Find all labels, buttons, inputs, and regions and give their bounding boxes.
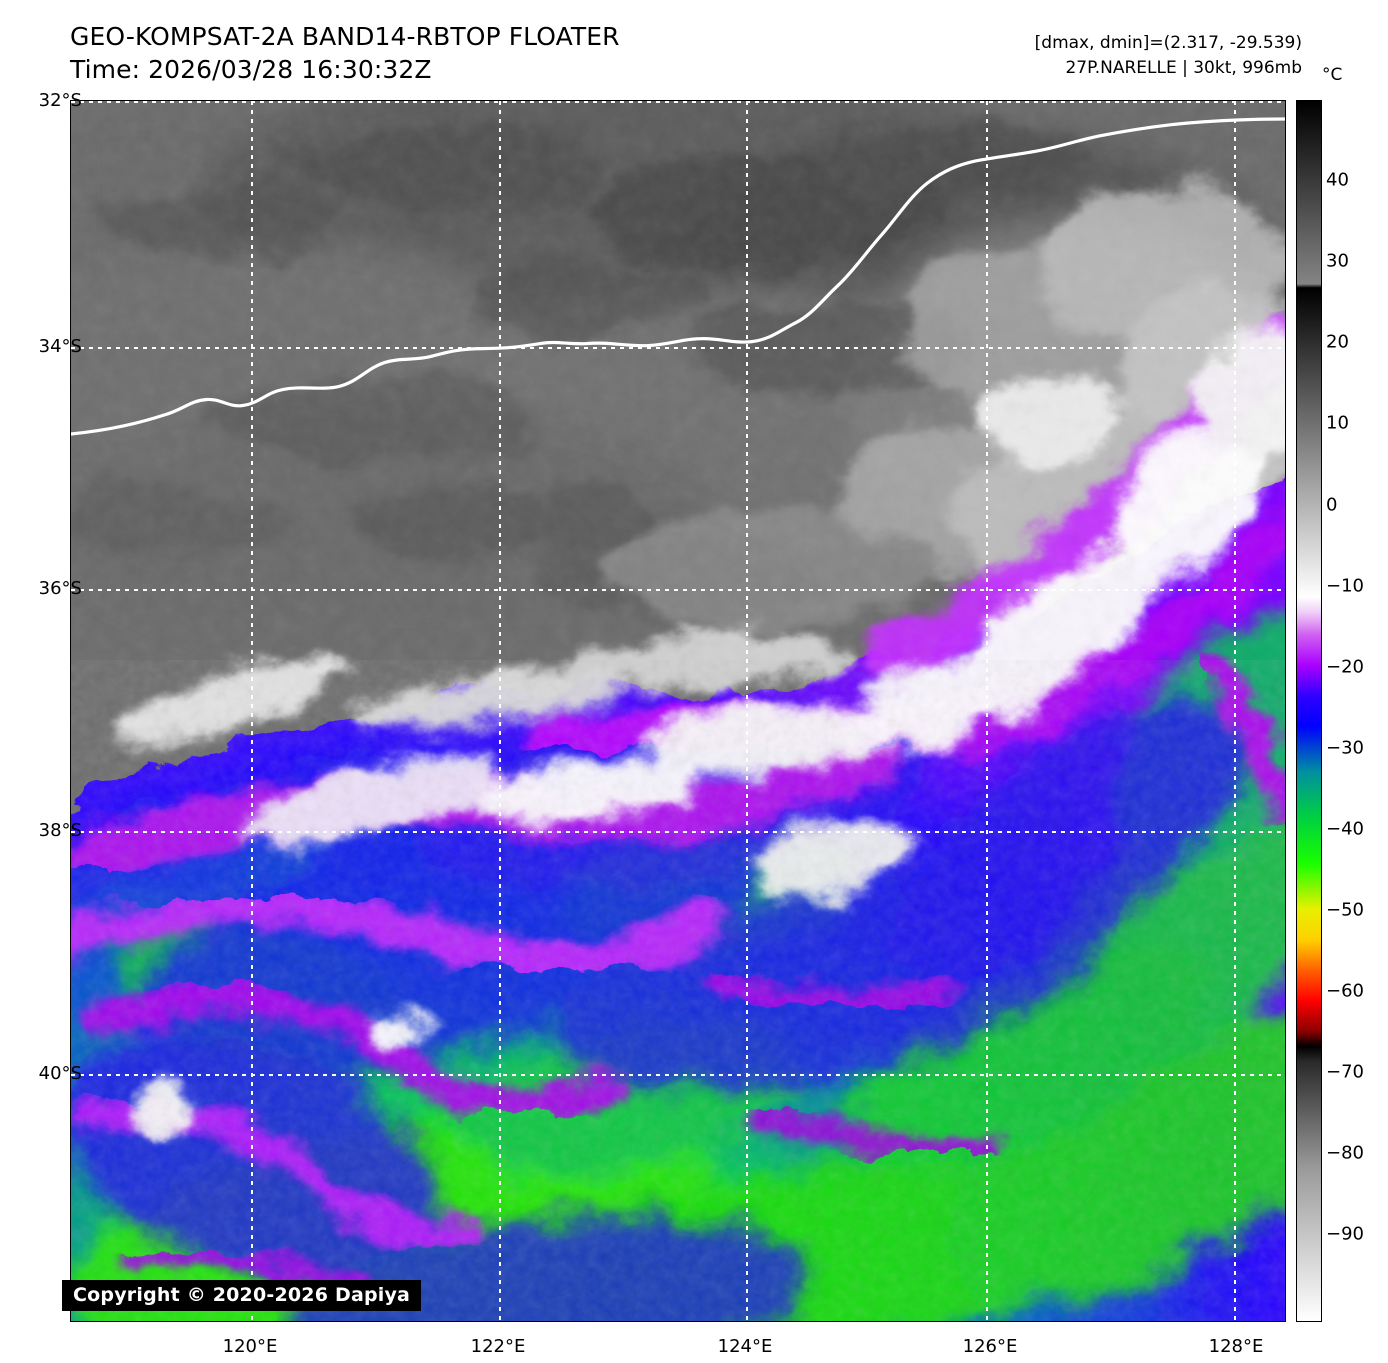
satellite-image-plot[interactable]	[70, 100, 1286, 1322]
product-title: GEO-KOMPSAT-2A BAND14-RBTOP FLOATER	[70, 22, 620, 51]
colorbar-tick: 0	[1326, 494, 1338, 516]
colorbar-tick: −50	[1326, 899, 1364, 921]
x-tick-label: 120°E	[222, 1336, 278, 1357]
colorbar-tick: −70	[1326, 1061, 1364, 1083]
temperature-colorbar[interactable]	[1296, 100, 1322, 1322]
infrared-imagery-layer	[71, 101, 1285, 1321]
colorbar-tick: −20	[1326, 656, 1364, 678]
colorbar-tick: −60	[1326, 980, 1364, 1002]
colorbar-tick: −90	[1326, 1223, 1364, 1245]
colorbar-tick: 20	[1326, 331, 1349, 353]
timestamp-label: Time: 2026/03/28 16:30:32Z	[70, 55, 432, 84]
colorbar-unit-label: °C	[1322, 65, 1343, 85]
colorbar-tick: 10	[1326, 412, 1349, 434]
y-tick-label: 38°S	[38, 820, 82, 841]
colorbar-tick: 30	[1326, 250, 1349, 272]
data-range-label: [dmax, dmin]=(2.317, -29.539)	[1034, 33, 1302, 53]
colorbar-gradient	[1297, 101, 1321, 1321]
colorbar-tick: −80	[1326, 1142, 1364, 1164]
x-tick-label: 128°E	[1208, 1336, 1264, 1357]
copyright-watermark: Copyright © 2020-2026 Dapiya	[62, 1280, 422, 1311]
colorbar-tick-labels: 40 30 20 10 0 −10 −20 −30 −40 −50 −60 −7…	[1326, 100, 1386, 1322]
metadata-block: [dmax, dmin]=(2.317, -29.539) 27P.NARELL…	[882, 31, 1302, 81]
y-tick-label: 34°S	[38, 336, 82, 357]
y-tick-label: 40°S	[38, 1063, 82, 1084]
x-tick-label: 122°E	[470, 1336, 526, 1357]
colorbar-tick: −30	[1326, 737, 1364, 759]
y-tick-label: 32°S	[38, 90, 82, 111]
x-tick-label: 126°E	[962, 1336, 1018, 1357]
colorbar-tick: −10	[1326, 575, 1364, 597]
y-tick-label: 36°S	[38, 578, 82, 599]
colorbar-tick: −40	[1326, 818, 1364, 840]
coastline-layer	[71, 101, 1285, 1321]
x-tick-label: 124°E	[717, 1336, 773, 1357]
storm-info-label: 27P.NARELLE | 30kt, 996mb	[1065, 58, 1302, 78]
colorbar-tick: 40	[1326, 169, 1349, 191]
page-title: GEO-KOMPSAT-2A BAND14-RBTOP FLOATER Time…	[70, 20, 870, 86]
